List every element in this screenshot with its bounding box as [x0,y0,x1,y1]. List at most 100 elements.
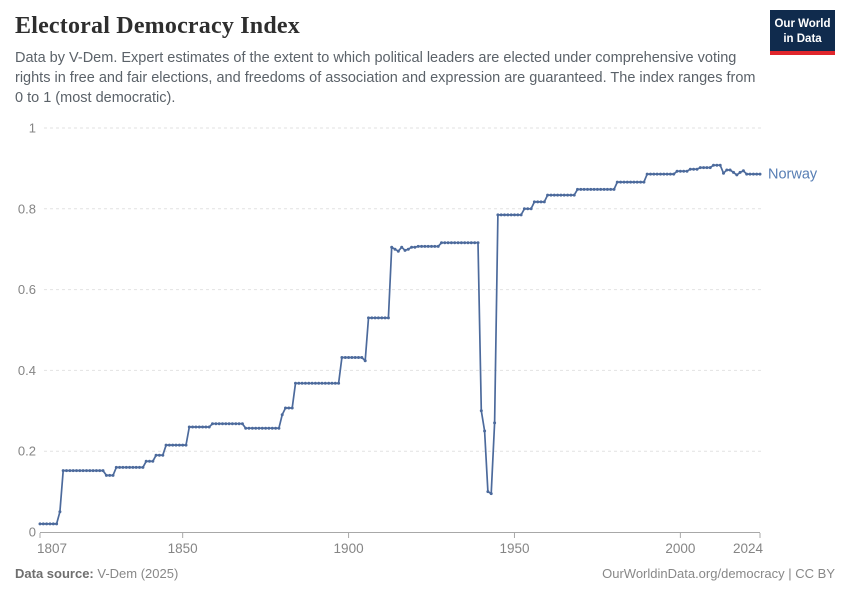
data-point [400,245,404,249]
data-point [353,356,357,359]
data-point [121,465,125,469]
series-label-norway[interactable]: Norway [768,167,818,183]
data-point [758,172,762,176]
data-point [197,425,201,429]
data-point [695,167,699,171]
data-point [227,422,231,426]
data-point [177,443,181,447]
data-source-label: Data source: [15,566,94,581]
data-point [738,170,742,174]
data-point [586,187,589,191]
data-point [599,187,603,191]
data-point [194,425,198,429]
data-point [430,244,433,248]
data-point [665,172,669,176]
data-point [184,443,188,447]
data-point [513,213,516,217]
data-point [350,356,354,359]
data-point [207,425,211,429]
data-point [592,187,596,191]
data-point [552,193,556,197]
data-point [413,245,417,249]
data-point [250,426,254,430]
data-point [516,213,520,217]
data-point [682,169,686,173]
data-point [254,426,258,430]
data-point [111,473,115,477]
data-point [320,381,324,385]
data-point [211,422,214,426]
data-point [247,426,251,430]
data-point [167,443,171,447]
data-point [436,244,440,248]
data-point [662,172,666,176]
data-point [61,469,65,473]
data-point [449,241,453,245]
data-point [440,241,443,245]
data-point [174,443,178,447]
data-point [605,187,609,191]
owid-logo[interactable]: Our World in Data [770,10,835,56]
data-point [38,522,42,526]
data-point [532,200,536,204]
data-point [632,180,636,184]
data-source-note: Data source: V-Dem (2025) [15,566,178,581]
data-point [499,213,503,217]
data-point [503,213,506,217]
data-point [234,422,238,426]
data-point [287,406,291,410]
data-point [221,422,224,426]
data-point [224,422,228,426]
data-point [423,244,427,248]
data-point [705,166,709,170]
data-point [181,443,185,447]
data-point [370,316,374,320]
data-point [655,172,659,176]
data-point [635,180,639,184]
chart-title: Electoral Democracy Index [15,13,300,39]
data-point [141,465,145,469]
data-point [718,163,722,167]
data-point [406,247,410,251]
data-point [98,469,102,473]
data-point [576,187,579,191]
owid-logo-line1: Our World [774,18,831,30]
data-point [191,425,195,429]
data-point [124,465,128,469]
data-point [323,381,327,385]
data-point [456,241,460,245]
data-point [522,207,526,211]
data-point [138,465,141,469]
data-point [652,172,656,176]
data-point [373,316,377,320]
data-point [340,356,344,359]
data-point [78,469,82,473]
data-point [297,381,301,385]
data-point [330,381,334,385]
data-point [68,469,72,473]
data-point [748,172,752,176]
data-point [416,244,420,248]
data-point [71,469,75,473]
data-point [459,241,463,245]
data-point [582,187,586,191]
data-point [204,425,208,429]
data-point [668,172,672,176]
data-point [509,213,513,217]
data-point [463,241,467,245]
data-point [270,426,274,430]
data-point [148,459,151,463]
data-point [104,473,108,477]
norway-series-line[interactable] [40,164,760,525]
data-point [277,426,281,430]
data-point [639,180,643,184]
data-point [569,193,573,197]
data-point [473,241,477,245]
data-point [612,187,616,191]
data-point [675,169,679,173]
credit-link[interactable]: OurWorldinData.org/democracy | CC BY [602,566,835,581]
data-point [546,193,550,197]
x-tick-label-1807: 1807 [37,541,67,556]
data-point [393,247,397,251]
